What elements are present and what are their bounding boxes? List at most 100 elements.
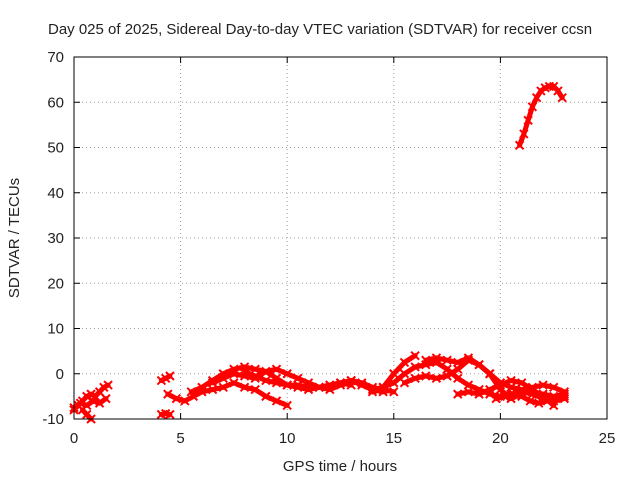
series-track-i <box>239 366 356 393</box>
data-point <box>314 382 324 393</box>
data-point <box>474 389 484 399</box>
y-tick-label: 0 <box>56 366 64 383</box>
data-point <box>474 359 484 370</box>
x-tick-label: 10 <box>279 430 296 447</box>
data-point <box>453 389 463 399</box>
data-point <box>101 393 111 404</box>
data-point <box>335 378 346 388</box>
x-tick-label: 25 <box>599 430 616 447</box>
series-line <box>380 353 418 390</box>
data-point <box>442 371 452 381</box>
x-tick-label: 20 <box>492 430 509 447</box>
data-point <box>389 369 399 379</box>
y-axis-label: SDTVAR / TECUs <box>6 178 23 298</box>
data-point <box>399 369 410 379</box>
data-point <box>557 93 567 103</box>
data-point <box>293 373 303 383</box>
data-point <box>399 357 410 368</box>
data-point <box>399 378 410 388</box>
data-point <box>357 378 367 388</box>
data-point <box>463 353 474 363</box>
data-point <box>421 371 431 381</box>
data-point <box>261 366 271 377</box>
data-point <box>553 86 563 96</box>
data-point <box>506 382 516 393</box>
data-point <box>165 371 175 381</box>
data-point <box>218 373 228 383</box>
x-tick-label: 0 <box>70 430 78 447</box>
y-tick-label: 60 <box>47 94 64 111</box>
y-tick-label: 20 <box>47 275 64 292</box>
x-axis-label: GPS time / hours <box>283 458 397 475</box>
chart-title: Day 025 of 2025, Sidereal Day-to-day VTE… <box>48 21 592 38</box>
data-point <box>229 369 239 379</box>
data-point <box>519 129 529 139</box>
y-tick-label: 50 <box>47 140 64 157</box>
data-point <box>197 382 207 393</box>
series-track-d <box>156 371 175 386</box>
data-point <box>410 362 420 372</box>
data-point <box>453 357 463 368</box>
data-point <box>442 355 452 365</box>
data-point <box>229 378 239 388</box>
data-point <box>514 140 525 150</box>
data-point <box>431 373 442 383</box>
data-point <box>282 380 292 390</box>
series-track-k <box>378 350 420 393</box>
x-tick-label: 15 <box>385 430 402 447</box>
data-point <box>499 391 510 402</box>
series-track-f <box>163 378 292 411</box>
data-point <box>410 373 420 383</box>
y-tick-label: 30 <box>47 230 64 247</box>
data-point <box>180 396 190 406</box>
data-point <box>303 382 314 393</box>
data-point <box>378 382 388 393</box>
data-point <box>485 369 495 379</box>
data-point <box>431 353 442 363</box>
data-point <box>261 375 271 386</box>
y-tick-label: 70 <box>47 49 64 66</box>
data-point <box>218 382 228 393</box>
data-point <box>495 380 506 390</box>
data-point <box>346 380 356 390</box>
data-point <box>525 396 535 406</box>
data-point <box>517 378 527 388</box>
series-track-e <box>156 408 175 420</box>
data-point <box>103 380 113 390</box>
data-point <box>491 393 501 404</box>
data-point <box>389 387 399 397</box>
series-line <box>455 378 557 408</box>
y-tick-label: 40 <box>47 185 64 202</box>
series-track-p <box>514 81 567 150</box>
data-point <box>293 380 303 390</box>
data-point <box>463 387 474 397</box>
y-tick-label: 10 <box>47 321 64 338</box>
data-point <box>165 409 175 420</box>
data-point <box>171 393 182 404</box>
data-point <box>508 389 518 399</box>
data-point <box>261 391 271 402</box>
data-point <box>551 393 561 404</box>
data-point <box>186 387 196 397</box>
data-point <box>531 93 542 103</box>
data-point <box>485 384 495 395</box>
data-point <box>282 369 292 379</box>
data-point <box>271 396 282 406</box>
data-point <box>250 364 260 374</box>
data-point <box>421 355 431 365</box>
series-track-n <box>453 375 559 411</box>
data-point <box>282 400 292 411</box>
series-track-o <box>491 389 570 408</box>
data-point <box>463 380 474 390</box>
data-point <box>410 350 420 361</box>
data-point <box>163 389 173 399</box>
data-point <box>325 380 335 390</box>
data-point <box>538 380 548 390</box>
data-point <box>250 384 260 395</box>
data-point <box>271 378 282 388</box>
data-point <box>88 396 98 406</box>
data-point <box>94 398 105 408</box>
y-tick-label: -10 <box>42 411 64 428</box>
x-tick-label: 5 <box>176 430 184 447</box>
